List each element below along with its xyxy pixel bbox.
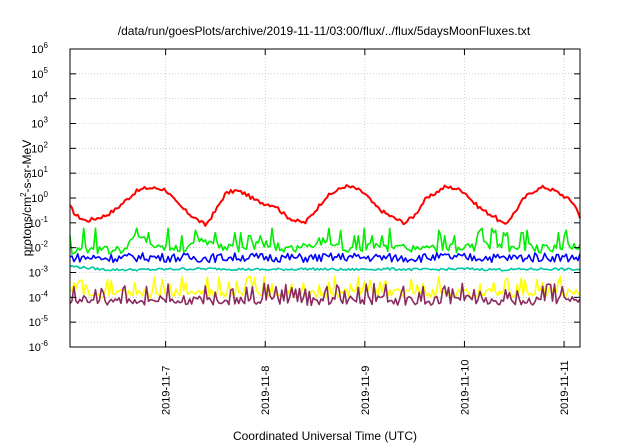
series-line <box>69 264 581 272</box>
y-tick-base: 10 <box>29 317 41 329</box>
y-tick-base: 10 <box>29 342 41 354</box>
y-tick-label: 100 <box>31 190 48 205</box>
x-tick-label: 2019-11-10 <box>459 360 471 415</box>
axis-ticks: 10-610-510-410-310-210-11001011021031041… <box>29 41 580 415</box>
y-tick-label: 10-6 <box>29 339 49 354</box>
y-tick-exp: -1 <box>41 215 49 224</box>
y-tick-label: 10-3 <box>29 265 49 280</box>
y-tick-label: 104 <box>31 91 48 106</box>
y-tick-exp: 4 <box>44 91 49 100</box>
y-tick-base: 10 <box>31 168 43 180</box>
x-tick-label: 2019-11-11 <box>559 360 571 415</box>
y-tick-label: 106 <box>31 41 48 56</box>
y-tick-base: 10 <box>31 94 43 106</box>
y-tick-base: 10 <box>29 268 41 280</box>
y-tick-base: 10 <box>29 243 41 255</box>
y-tick-exp: 3 <box>44 116 49 125</box>
y-tick-label: 101 <box>31 165 48 180</box>
x-tick-label: 2019-11-9 <box>360 366 372 415</box>
y-tick-exp: 5 <box>44 66 49 75</box>
y-tick-base: 10 <box>31 193 43 205</box>
y-tick-label: 105 <box>31 66 48 81</box>
y-tick-label: 10-2 <box>29 240 49 255</box>
y-tick-exp: -5 <box>41 314 49 323</box>
y-tick-base: 10 <box>31 119 43 131</box>
y-tick-base: 10 <box>29 292 41 304</box>
y-tick-exp: -6 <box>41 339 49 348</box>
y-tick-label: 10-4 <box>29 289 49 304</box>
y-axis-label: protons/cm2-s-sr-MeV <box>19 140 34 256</box>
y-tick-label: 10-5 <box>29 314 49 329</box>
y-tick-exp: 0 <box>44 190 49 199</box>
chart-title: /data/run/goesPlots/archive/2019-11-11/0… <box>118 24 531 38</box>
y-tick-exp: 2 <box>44 140 49 149</box>
y-axis-label-base: protons/cm <box>20 197 34 256</box>
x-tick-label: 2019-11-8 <box>260 366 272 415</box>
y-axis-label-sup: 2 <box>19 192 28 197</box>
series-line <box>69 282 581 307</box>
series-line <box>69 227 581 255</box>
y-tick-exp: 6 <box>44 41 49 50</box>
x-tick-label: 2019-11-7 <box>161 366 173 415</box>
y-tick-label: 102 <box>31 140 48 155</box>
series-group <box>69 184 581 307</box>
y-tick-base: 10 <box>31 69 43 81</box>
y-tick-label: 10-1 <box>29 215 49 230</box>
y-tick-exp: 1 <box>44 165 49 174</box>
series-line <box>69 184 581 227</box>
series-line <box>69 252 581 264</box>
y-tick-base: 10 <box>31 143 43 155</box>
y-tick-base: 10 <box>31 44 43 56</box>
y-tick-exp: -4 <box>41 289 49 298</box>
y-tick-base: 10 <box>29 218 41 230</box>
y-tick-exp: -3 <box>41 265 49 274</box>
y-tick-exp: -2 <box>41 240 49 249</box>
x-axis-label: Coordinated Universal Time (UTC) <box>233 429 417 443</box>
y-tick-label: 103 <box>31 116 48 131</box>
y-axis-label-rest: -s-sr-MeV <box>20 140 34 193</box>
